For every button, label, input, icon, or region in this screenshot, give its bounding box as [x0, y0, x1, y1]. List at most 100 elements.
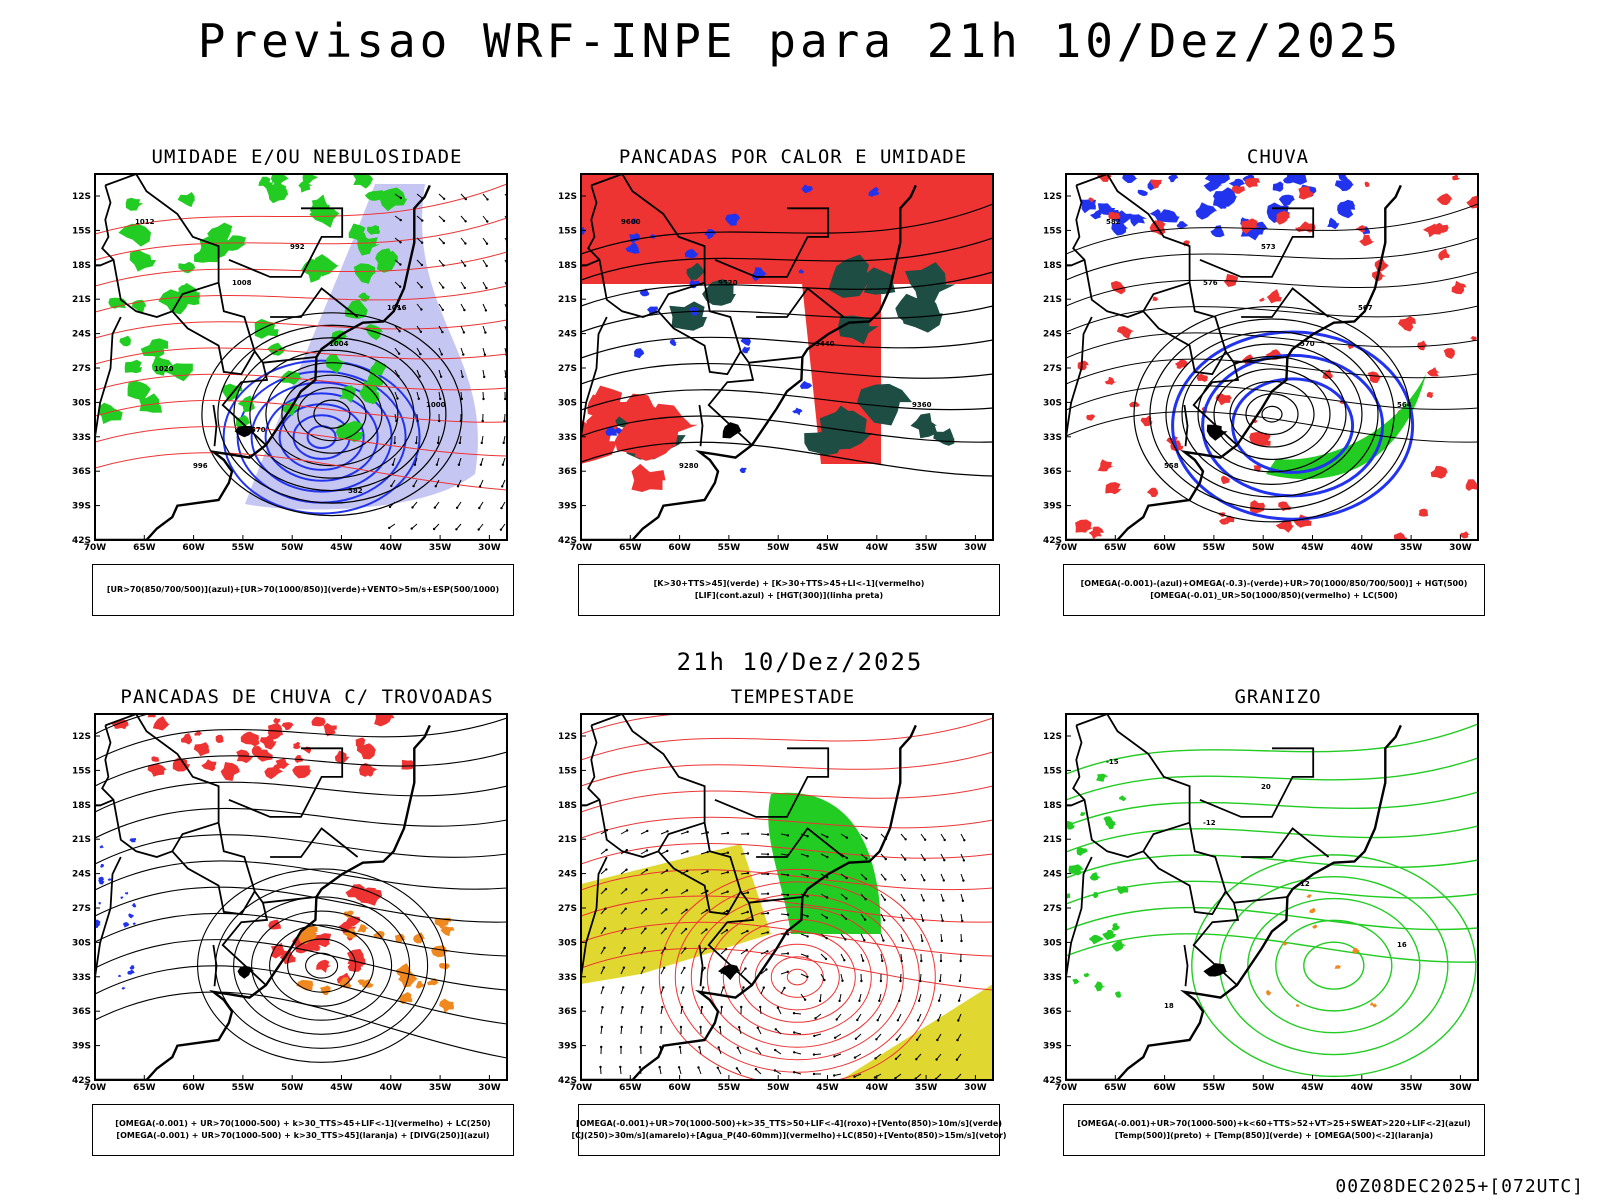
country-border — [581, 316, 608, 444]
wind-vector — [786, 893, 790, 897]
wind-vector — [706, 870, 709, 873]
lat-label: 21S — [1043, 835, 1062, 845]
wind-vector — [812, 1053, 816, 1056]
thunder-area — [345, 884, 368, 899]
wind-vector — [417, 397, 420, 400]
country-border — [262, 356, 317, 364]
wind-vector — [875, 1038, 878, 1041]
thickness-contour — [95, 319, 507, 339]
wind-vector — [642, 986, 645, 989]
lat-label: 27S — [558, 364, 577, 374]
country-border — [212, 404, 218, 447]
wind-vector — [508, 221, 510, 223]
thickness-contour — [95, 251, 507, 287]
wind-vector — [682, 986, 685, 989]
instability-area — [357, 924, 369, 933]
unstable-area — [581, 174, 993, 284]
lon-label: 35W — [1400, 543, 1423, 553]
wind-vector — [756, 1026, 759, 1029]
divergence-area — [129, 838, 137, 843]
wind-vector — [899, 979, 902, 983]
wind-vector — [625, 888, 628, 891]
thunder-area — [311, 716, 326, 727]
omega-area — [1352, 947, 1361, 955]
wind-vector — [463, 308, 466, 312]
wind-vector — [484, 309, 488, 312]
lon-label: 70W — [1055, 543, 1078, 553]
country-border — [714, 207, 830, 278]
thunder-area — [193, 742, 210, 757]
rain-area — [1104, 376, 1117, 385]
wind-vector — [783, 986, 786, 990]
wind-vector — [754, 1068, 758, 1071]
legend-line: [OMEGA(-0.001)+UR>70(1000-500)+k>35_TTS>… — [576, 1119, 1002, 1128]
wind-vector — [882, 939, 885, 942]
wind-vector — [814, 1017, 817, 1020]
wind-vector — [600, 1025, 603, 1029]
wind-vector — [418, 375, 421, 378]
wind-vector — [865, 857, 868, 860]
divergence-area — [128, 913, 135, 919]
wind-vector — [915, 1038, 919, 1041]
lat-label: 12S — [72, 732, 91, 742]
contour-label: 9280 — [679, 462, 699, 470]
divergence-area — [98, 876, 105, 882]
wind-vector — [864, 898, 867, 901]
lat-label: 39S — [72, 502, 91, 512]
wind-vector — [942, 899, 945, 902]
temp-850-contour — [1066, 723, 1478, 775]
streamline — [95, 860, 507, 891]
wind-vector — [803, 998, 807, 1001]
temp-850-contour — [1066, 906, 1478, 931]
wind-vector — [917, 999, 921, 1002]
rain-area — [1367, 371, 1382, 384]
wind-vector — [438, 419, 441, 423]
wind-vector — [742, 986, 745, 989]
wind-vector — [898, 999, 901, 1002]
wind-vector — [936, 1038, 939, 1042]
lon-label: 40W — [866, 543, 889, 553]
thunder-area — [152, 716, 170, 731]
convective-area — [863, 267, 896, 295]
wind-vector — [463, 264, 467, 267]
thunder-area — [281, 722, 294, 731]
jet-area — [841, 984, 993, 1080]
lat-label: 12S — [1043, 732, 1062, 742]
streamline — [95, 912, 507, 957]
height-contour — [1133, 305, 1411, 523]
lifted-index-contour — [684, 249, 699, 259]
wind-vector — [477, 528, 480, 531]
wind-vector — [746, 929, 749, 933]
omega-area — [1295, 1004, 1300, 1007]
thunder-area — [345, 916, 361, 927]
country-border — [756, 287, 845, 318]
wind-vector — [765, 968, 768, 971]
wind-vector — [858, 999, 861, 1002]
wind-vector — [645, 888, 648, 891]
wind-vector — [624, 907, 627, 910]
panel-title: TEMPESTADE — [730, 686, 856, 708]
country-border — [104, 714, 269, 986]
temp-850-contour — [1102, 929, 1116, 941]
omega-area — [1312, 924, 1318, 929]
height-contour — [581, 203, 993, 255]
wind-vector — [457, 463, 461, 466]
wind-vector — [600, 1045, 603, 1049]
wind-vector — [503, 419, 506, 423]
low-humidity-patch — [326, 354, 346, 374]
height-contour — [581, 237, 993, 281]
wind-vector — [746, 871, 750, 875]
country-border — [590, 174, 755, 446]
rain-area — [1298, 186, 1315, 200]
height-contour — [1066, 358, 1478, 385]
wind-vector — [806, 915, 809, 918]
country-border — [657, 850, 742, 916]
wind-vector — [604, 907, 607, 910]
thunder-area — [194, 730, 203, 736]
wind-vector — [941, 919, 944, 922]
wind-vector — [683, 966, 686, 970]
omega-area — [1111, 222, 1128, 236]
rain-area — [1470, 335, 1478, 341]
wind-vector — [818, 999, 822, 1003]
height-contour — [1229, 380, 1315, 448]
